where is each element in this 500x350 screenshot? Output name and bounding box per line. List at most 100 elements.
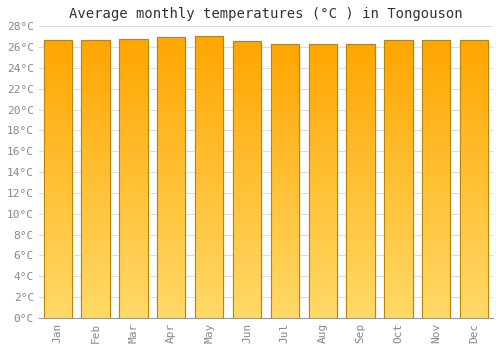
Bar	[82, 229, 110, 232]
Bar	[308, 310, 337, 313]
Bar	[270, 195, 299, 197]
Bar	[308, 205, 337, 208]
Bar	[346, 102, 375, 104]
Bar	[195, 157, 224, 160]
Bar	[82, 212, 110, 215]
Bar	[460, 210, 488, 212]
Bar	[346, 96, 375, 99]
Bar	[270, 148, 299, 151]
Bar	[346, 74, 375, 77]
Bar	[157, 295, 186, 298]
Bar	[460, 182, 488, 184]
Bar	[195, 171, 224, 174]
Bar	[422, 282, 450, 285]
Bar	[233, 107, 261, 110]
Bar	[346, 260, 375, 263]
Bar	[384, 70, 412, 73]
Bar	[460, 310, 488, 313]
Bar	[44, 313, 72, 315]
Bar	[233, 110, 261, 113]
Bar	[422, 129, 450, 132]
Bar	[157, 135, 186, 138]
Bar	[119, 296, 148, 299]
Bar	[119, 276, 148, 279]
Bar	[119, 122, 148, 125]
Bar	[195, 100, 224, 103]
Bar	[308, 184, 337, 187]
Bar	[460, 101, 488, 104]
Bar	[270, 44, 299, 47]
Bar	[195, 225, 224, 228]
Bar	[119, 86, 148, 89]
Bar	[233, 130, 261, 132]
Bar	[82, 87, 110, 90]
Bar	[233, 202, 261, 204]
Bar	[119, 42, 148, 44]
Bar	[195, 312, 224, 315]
Bar	[44, 129, 72, 132]
Bar	[119, 148, 148, 150]
Bar	[82, 79, 110, 82]
Bar	[422, 218, 450, 220]
Bar	[384, 248, 412, 251]
Bar	[82, 223, 110, 226]
Bar	[308, 129, 337, 132]
Bar	[119, 203, 148, 206]
Bar	[233, 215, 261, 218]
Bar	[460, 123, 488, 126]
Bar	[157, 59, 186, 62]
Bar	[384, 190, 412, 193]
Bar	[195, 123, 224, 126]
Bar	[422, 210, 450, 212]
Bar	[422, 204, 450, 207]
Bar	[270, 252, 299, 255]
Bar	[233, 124, 261, 127]
Bar	[44, 204, 72, 207]
Bar	[119, 39, 148, 318]
Bar	[308, 195, 337, 197]
Bar	[233, 301, 261, 304]
Bar	[460, 173, 488, 176]
Bar	[44, 210, 72, 212]
Bar	[82, 165, 110, 168]
Bar	[384, 207, 412, 210]
Bar	[157, 200, 186, 203]
Bar	[270, 258, 299, 260]
Bar	[44, 165, 72, 168]
Bar	[82, 276, 110, 279]
Bar	[308, 238, 337, 241]
Bar	[44, 84, 72, 87]
Bar	[195, 70, 224, 72]
Bar	[119, 265, 148, 268]
Bar	[460, 157, 488, 159]
Bar	[346, 91, 375, 93]
Bar	[44, 315, 72, 318]
Bar	[384, 254, 412, 257]
Bar	[157, 99, 186, 101]
Bar	[82, 43, 110, 46]
Bar	[233, 93, 261, 96]
Bar	[82, 273, 110, 276]
Bar	[384, 243, 412, 246]
Bar	[82, 170, 110, 173]
Bar	[157, 160, 186, 163]
Bar	[233, 146, 261, 149]
Bar	[422, 168, 450, 170]
Bar	[346, 205, 375, 208]
Bar	[308, 280, 337, 282]
Bar	[119, 304, 148, 307]
Bar	[308, 88, 337, 91]
Bar	[346, 85, 375, 88]
Bar	[82, 282, 110, 285]
Bar	[119, 245, 148, 248]
Bar	[308, 99, 337, 101]
Bar	[195, 89, 224, 92]
Bar	[384, 285, 412, 287]
Bar	[44, 148, 72, 151]
Bar	[270, 99, 299, 101]
Bar	[346, 104, 375, 107]
Bar	[44, 173, 72, 176]
Bar	[460, 257, 488, 260]
Bar	[233, 49, 261, 52]
Bar	[119, 162, 148, 164]
